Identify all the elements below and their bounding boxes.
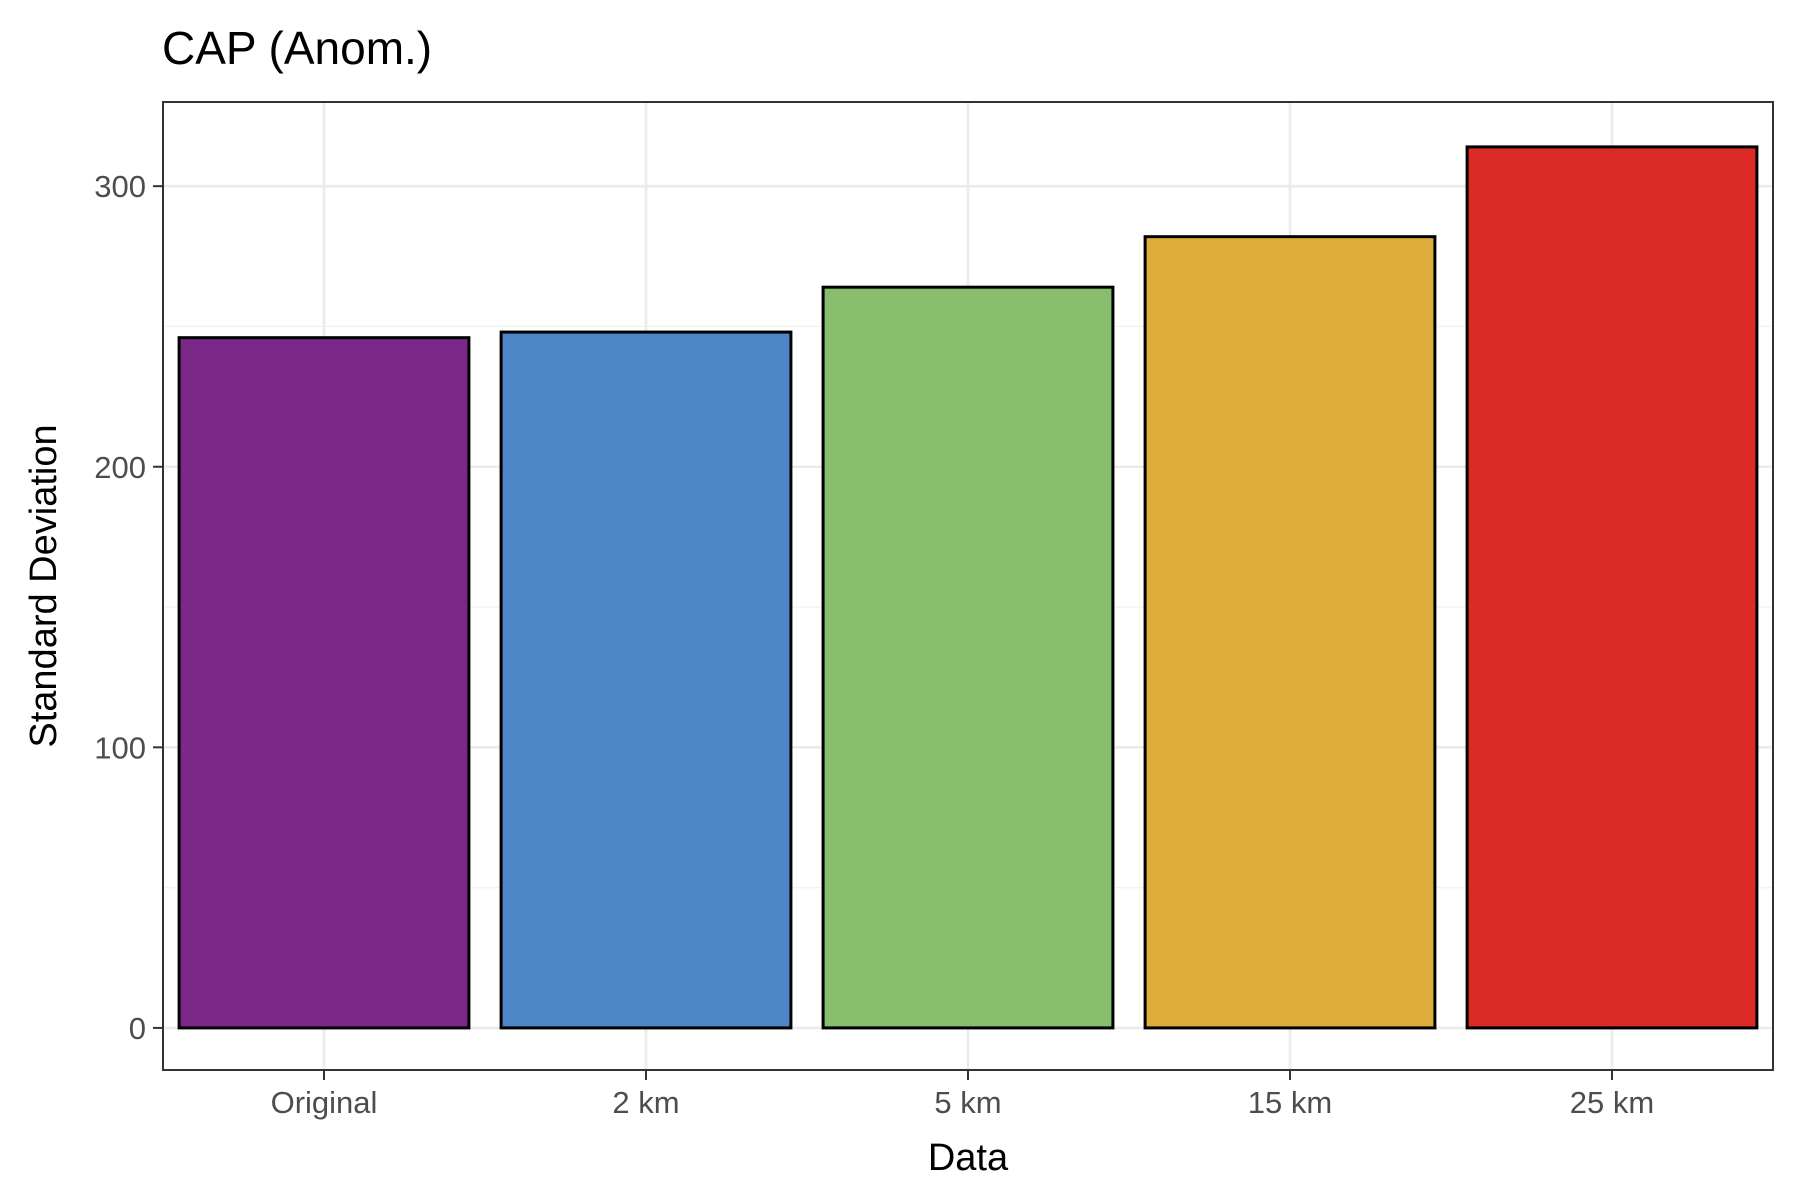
bars	[177, 145, 1759, 1030]
y-tick-label: 200	[94, 450, 146, 485]
bar-25-km	[1465, 145, 1759, 1030]
bar-15-km	[1143, 235, 1437, 1030]
y-tick-label: 300	[94, 169, 146, 204]
x-tick-label: 5 km	[934, 1085, 1001, 1120]
y-tick-label: 100	[94, 730, 146, 765]
bar-original	[177, 336, 471, 1030]
y-axis-title: Standard Deviation	[23, 424, 65, 747]
chart-title: CAP (Anom.)	[162, 22, 432, 74]
bar-5-km	[821, 285, 1115, 1030]
x-tick-label: 25 km	[1570, 1085, 1654, 1120]
x-tick-label: Original	[271, 1085, 378, 1120]
x-tick-label: 2 km	[612, 1085, 679, 1120]
axes: 0 100 200 300 Original 2 km 5 km 15 km 25 km	[94, 169, 1654, 1120]
y-tick-label: 0	[129, 1011, 146, 1046]
x-tick-label: 15 km	[1248, 1085, 1332, 1120]
bar-2-km	[499, 330, 793, 1030]
x-axis-title: Data	[928, 1137, 1009, 1179]
